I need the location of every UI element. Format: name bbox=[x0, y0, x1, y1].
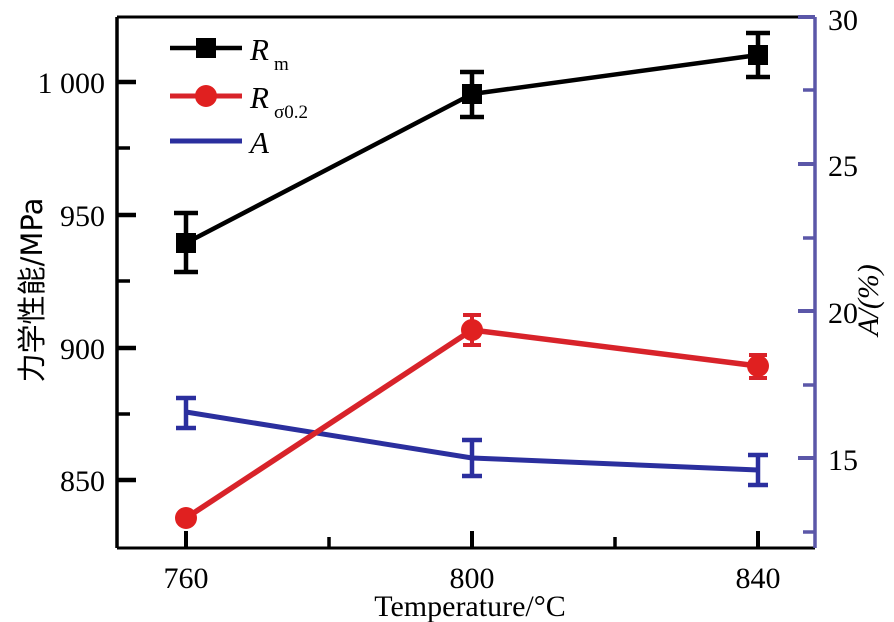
marker-Rm-840 bbox=[748, 45, 768, 65]
y2-tick-label-20: 20 bbox=[828, 297, 858, 330]
marker-Rp02-760 bbox=[175, 507, 197, 529]
chart-legend: R m R σ0.2 A bbox=[170, 32, 308, 160]
legend-entry-Rm[interactable]: R m bbox=[170, 32, 289, 75]
y-axis-title: 力学性能/MPa bbox=[15, 198, 49, 383]
x-axis-title: Temperature/°C bbox=[374, 590, 565, 622]
y-tick-label-1000: 1 000 bbox=[38, 67, 106, 100]
legend-marker-circle-icon bbox=[195, 85, 217, 107]
bottom-axis-ticks bbox=[184, 531, 760, 548]
y-tick-label-900: 900 bbox=[60, 333, 105, 366]
legend-sublabel-Rm: m bbox=[274, 54, 289, 75]
legend-label-A: A bbox=[248, 125, 270, 160]
legend-entry-A[interactable]: A bbox=[170, 125, 270, 160]
legend-label-Rm: R bbox=[249, 32, 269, 67]
x-tick-label-840: 840 bbox=[736, 562, 781, 595]
series-A-errorbars bbox=[176, 395, 768, 488]
legend-marker-square-icon bbox=[196, 38, 216, 58]
legend-label-Rp02: R bbox=[249, 80, 269, 115]
legend-sublabel-Rp02: σ0.2 bbox=[274, 102, 308, 123]
series-Rp02-markers bbox=[175, 319, 769, 529]
marker-Rp02-800 bbox=[461, 319, 483, 341]
y2-tick-label-15: 15 bbox=[828, 444, 858, 477]
series-Rp02 bbox=[175, 313, 769, 529]
y2-axis-title: A/(%) bbox=[852, 264, 885, 338]
marker-Rp02-840 bbox=[747, 355, 769, 377]
right-axis-ticks bbox=[798, 15, 815, 534]
y2-tick-label-30: 30 bbox=[828, 4, 858, 37]
marker-Rm-760 bbox=[176, 233, 196, 253]
series-Rm bbox=[174, 30, 770, 275]
y2-tick-label-25: 25 bbox=[828, 150, 858, 183]
legend-entry-Rp02[interactable]: R σ0.2 bbox=[170, 80, 308, 123]
x-tick-label-760: 760 bbox=[164, 562, 209, 595]
marker-Rm-800 bbox=[462, 84, 482, 104]
x-tick-label-800: 800 bbox=[450, 562, 495, 595]
series-Rm-markers bbox=[176, 45, 768, 253]
y-tick-label-950: 950 bbox=[60, 200, 105, 233]
y-tick-label-850: 850 bbox=[60, 465, 105, 498]
left-axis-ticks bbox=[117, 79, 136, 483]
series-A bbox=[176, 395, 768, 488]
